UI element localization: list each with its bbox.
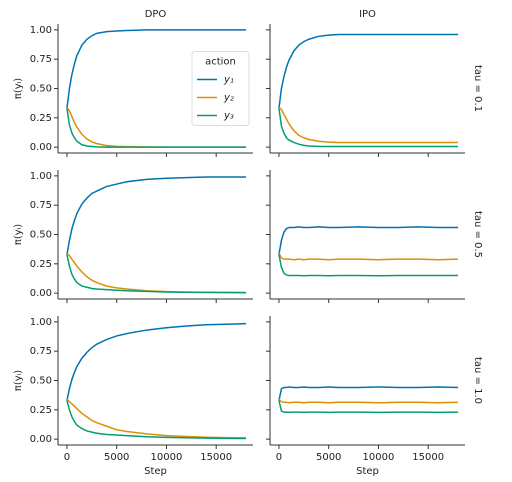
line <box>278 252 459 261</box>
line <box>66 252 247 294</box>
y-tick-label: 0.00 <box>30 288 52 299</box>
legend-label: y₂ <box>223 93 234 104</box>
y-axis-label: π(yₗ) <box>13 370 24 392</box>
legend-label: y₃ <box>223 111 234 122</box>
line <box>66 176 247 255</box>
y-tick-label: 1.00 <box>30 317 52 328</box>
x-tick-label: 5000 <box>316 452 341 463</box>
facet-label: tau = 0.5 <box>472 211 483 258</box>
line <box>66 29 247 109</box>
y-tick-label: 0.00 <box>30 142 52 153</box>
x-tick-label: 5000 <box>104 452 129 463</box>
legend-label: y₁ <box>223 75 234 86</box>
y-tick-label: 0.50 <box>30 84 52 95</box>
x-axis-label: Step <box>144 466 167 477</box>
y-tick-label: 0.50 <box>30 230 52 241</box>
panel-title: IPO <box>359 9 376 20</box>
x-tick-label: 10000 <box>151 452 183 463</box>
x-axis-label: Step <box>356 466 379 477</box>
line <box>66 398 247 439</box>
x-tick-label: 15000 <box>412 452 444 463</box>
line <box>66 400 247 440</box>
y-tick-label: 0.25 <box>30 113 52 124</box>
y-tick-label: 0.75 <box>30 346 52 357</box>
line <box>278 33 459 109</box>
y-tick-label: 1.00 <box>30 25 52 36</box>
line <box>278 386 459 401</box>
legend-box <box>191 51 250 126</box>
line <box>278 108 459 148</box>
y-tick-label: 0.75 <box>30 54 52 65</box>
y-axis-label: π(yₗ) <box>13 78 24 100</box>
panel-title: DPO <box>145 9 167 20</box>
y-tick-label: 0.00 <box>30 434 52 445</box>
line <box>66 108 247 148</box>
y-tick-label: 0.25 <box>30 259 52 270</box>
line <box>278 106 459 144</box>
y-tick-label: 0.50 <box>30 376 52 387</box>
x-tick-label: 15000 <box>200 452 232 463</box>
line <box>66 254 247 294</box>
x-tick-label: 0 <box>64 452 70 463</box>
y-tick-label: 0.25 <box>30 405 52 416</box>
line <box>278 226 459 255</box>
line <box>278 254 459 277</box>
y-tick-label: 0.75 <box>30 200 52 211</box>
facet-label: tau = 0.1 <box>472 65 483 112</box>
y-tick-label: 1.00 <box>30 171 52 182</box>
facet-label: tau = 1.0 <box>472 357 483 404</box>
line <box>66 322 247 401</box>
y-axis-label: π(yₗ) <box>13 224 24 246</box>
legend-title: action <box>205 57 236 68</box>
line <box>278 398 459 404</box>
line <box>278 400 459 414</box>
x-tick-label: 10000 <box>363 452 395 463</box>
x-tick-label: 0 <box>276 452 282 463</box>
